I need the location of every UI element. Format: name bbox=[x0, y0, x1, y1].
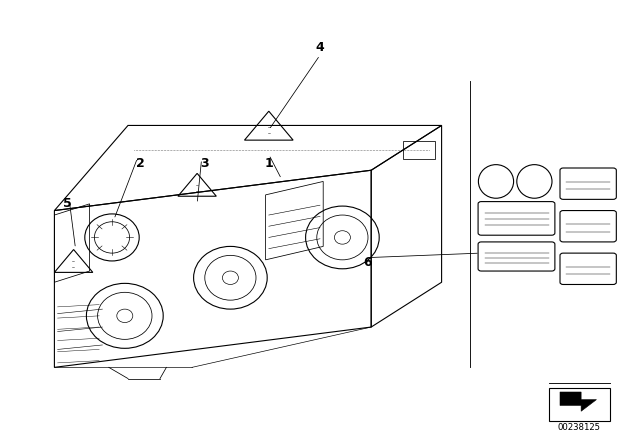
Text: 2: 2 bbox=[136, 157, 145, 170]
Text: ~
~: ~ ~ bbox=[268, 125, 270, 136]
Text: ~
~: ~ ~ bbox=[72, 259, 75, 271]
Text: 3: 3 bbox=[200, 157, 209, 170]
Text: ~
~: ~ ~ bbox=[196, 183, 198, 194]
Text: 4: 4 bbox=[316, 40, 324, 54]
Text: 6: 6 bbox=[364, 255, 372, 269]
Bar bbox=[549, 388, 610, 421]
Polygon shape bbox=[560, 392, 596, 411]
Text: 5: 5 bbox=[63, 197, 72, 211]
Text: 1: 1 bbox=[264, 157, 273, 170]
Text: OO238125: OO238125 bbox=[557, 423, 601, 432]
